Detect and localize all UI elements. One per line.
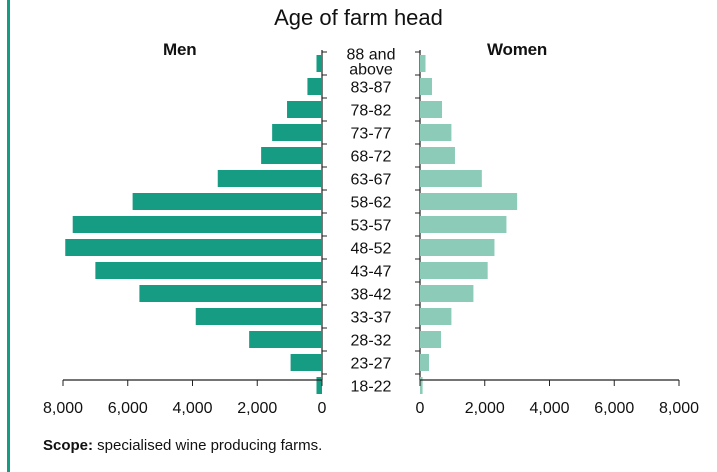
men-bar: [132, 193, 322, 210]
age-category-label: 83-87: [351, 80, 392, 97]
age-category-label: 33-37: [351, 310, 392, 327]
women-bar: [420, 216, 507, 233]
women-bar: [420, 377, 423, 394]
legend-men-label: Men: [163, 40, 197, 59]
scope-note: Scope: specialised wine producing farms.: [43, 436, 322, 456]
age-category-label: 28-32: [351, 333, 392, 350]
men-x-tick-label: 8,000: [43, 400, 83, 417]
men-bar: [272, 124, 322, 141]
men-bar: [307, 78, 322, 95]
age-category-label: 78-82: [351, 103, 392, 120]
women-bar: [420, 331, 442, 348]
women-x-tick-label: 4,000: [529, 400, 569, 417]
age-category-label: 48-52: [351, 241, 392, 258]
age-category-label: 68-72: [351, 149, 392, 166]
women-bar: [420, 78, 432, 95]
age-category-label: 73-77: [351, 126, 392, 143]
age-category-label: 23-27: [351, 356, 392, 373]
age-category-label: 18-22: [351, 379, 392, 396]
men-bar: [217, 170, 322, 187]
women-bar: [420, 193, 518, 210]
women-bar: [420, 262, 488, 279]
age-category-label: 63-67: [351, 172, 392, 189]
scope-text: specialised wine producing farms.: [93, 437, 323, 454]
women-bar: [420, 55, 426, 72]
women-bar: [420, 239, 495, 256]
men-bar: [95, 262, 322, 279]
men-bar: [261, 147, 322, 164]
women-bar: [420, 285, 474, 302]
men-bar: [72, 216, 323, 233]
men-bar: [249, 331, 322, 348]
women-bar: [420, 354, 430, 371]
women-x-tick-label: 0: [416, 400, 425, 417]
women-x-tick-label: 8,000: [659, 400, 699, 417]
men-bar: [316, 377, 322, 394]
age-category-label-line2: above: [349, 62, 393, 79]
women-x-tick-label: 6,000: [594, 400, 634, 417]
men-x-tick-label: 2,000: [237, 400, 277, 417]
women-bar: [420, 308, 452, 325]
scope-label: Scope:: [43, 437, 94, 454]
age-category-label: 38-42: [351, 287, 392, 304]
men-x-tick-label: 0: [318, 400, 327, 417]
women-x-tick-label: 2,000: [465, 400, 505, 417]
women-bar: [420, 124, 452, 141]
men-bar: [65, 239, 323, 256]
men-bar: [316, 55, 322, 72]
women-bar: [420, 170, 482, 187]
age-category-label: 43-47: [351, 264, 392, 281]
men-bar: [287, 101, 322, 118]
chart-title: Age of farm head: [274, 5, 443, 30]
women-bar: [420, 101, 443, 118]
men-x-tick-label: 6,000: [108, 400, 148, 417]
men-bar: [195, 308, 322, 325]
age-category-label: 88 and: [347, 47, 396, 64]
age-category-label: 58-62: [351, 195, 392, 212]
men-bar: [139, 285, 322, 302]
left-accent-rule: [7, 0, 10, 472]
men-x-tick-label: 4,000: [172, 400, 212, 417]
men-bar: [290, 354, 322, 371]
age-category-label: 53-57: [351, 218, 392, 235]
legend-women-label: Women: [487, 40, 548, 59]
women-bar: [420, 147, 455, 164]
